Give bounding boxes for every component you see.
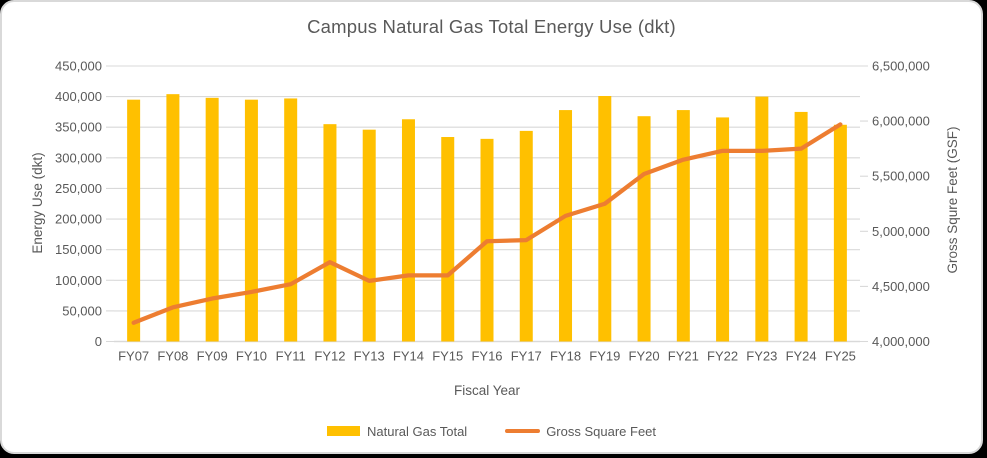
- bar-FY11: [284, 98, 298, 342]
- right-axis-tick-label: 5,000,000: [872, 224, 930, 239]
- bar-FY17: [519, 130, 533, 342]
- bar-FY13: [362, 129, 376, 342]
- bar-FY25: [833, 124, 847, 342]
- bar-FY24: [794, 111, 808, 342]
- right-axis-tick-label: 5,500,000: [872, 169, 930, 184]
- legend-item-natural-gas-total: Natural Gas Total: [326, 423, 468, 439]
- line-series-swatch-icon: [505, 428, 541, 434]
- legend: Natural Gas Total Gross Square Feet: [2, 421, 981, 441]
- left-axis-tick-label: 450,000: [55, 59, 102, 74]
- bar-FY07: [127, 99, 141, 342]
- left-axis-tick-label: 0: [95, 334, 102, 349]
- x-axis-tick-label: FY12: [314, 349, 345, 364]
- right-axis-title: Gross Squre Feet (GSF): [945, 126, 960, 274]
- bar-FY23: [755, 96, 769, 342]
- bar-FY12: [323, 124, 337, 342]
- x-axis-tick-label: FY10: [236, 349, 267, 364]
- bar-FY18: [559, 110, 573, 342]
- bar-FY10: [244, 99, 258, 342]
- x-axis-tick-label: FY21: [668, 349, 699, 364]
- x-axis-tick-label: FY11: [276, 349, 306, 364]
- bar-series-swatch-icon: [326, 426, 360, 436]
- x-axis-tick-label: FY09: [197, 349, 228, 364]
- bar-FY22: [716, 117, 730, 342]
- left-axis-tick-label: 50,000: [62, 303, 102, 318]
- bar-FY08: [166, 94, 180, 342]
- x-axis-tick-label: FY24: [786, 349, 817, 364]
- left-axis-tick-label: 300,000: [55, 150, 102, 165]
- x-axis-tick-label: FY20: [629, 349, 660, 364]
- x-axis-tick-label: FY23: [746, 349, 777, 364]
- left-axis-tick-label: 150,000: [55, 242, 102, 257]
- chart-title: Campus Natural Gas Total Energy Use (dkt…: [307, 16, 676, 37]
- left-axis-tick-label: 100,000: [55, 273, 102, 288]
- x-axis-tick-label: FY14: [393, 349, 424, 364]
- right-axis-tick-label: 6,500,000: [872, 59, 930, 74]
- bar-FY14: [401, 119, 415, 342]
- legend-item-gross-square-feet: Gross Square Feet: [505, 424, 656, 439]
- left-axis-tick-label: 250,000: [55, 181, 102, 196]
- left-axis-tick-label: 350,000: [55, 120, 102, 135]
- left-axis-tick-label: 400,000: [55, 89, 102, 104]
- legend-label-natural-gas-total: Natural Gas Total: [366, 423, 468, 439]
- x-axis-tick-label: FY19: [589, 349, 620, 364]
- x-axis-tick-label: FY15: [432, 349, 463, 364]
- right-axis-tick-label: 4,500,000: [872, 279, 930, 294]
- bar-FY19: [598, 95, 612, 342]
- left-axis-title: Energy Use (dkt): [30, 152, 45, 254]
- x-axis-tick-label: FY13: [354, 349, 385, 364]
- right-axis-tick-label: 6,000,000: [872, 114, 930, 129]
- x-axis-tick-label: FY25: [825, 349, 856, 364]
- x-axis-tick-label: FY16: [471, 349, 502, 364]
- bar-FY20: [637, 116, 651, 342]
- x-axis-title: Fiscal Year: [453, 383, 521, 398]
- left-axis-tick-label: 200,000: [55, 212, 102, 227]
- x-axis-tick-label: FY07: [118, 349, 149, 364]
- legend-label-gross-square-feet: Gross Square Feet: [546, 423, 657, 439]
- x-axis-tick-label: FY18: [550, 349, 581, 364]
- x-axis-tick-label: FY17: [511, 349, 542, 364]
- x-axis-tick-label: FY08: [157, 349, 188, 364]
- bar-FY21: [676, 110, 690, 342]
- right-axis-tick-label: 4,000,000: [872, 334, 930, 349]
- x-axis-tick-label: FY22: [707, 349, 738, 364]
- gross-square-feet-line: [131, 122, 843, 325]
- bar-FY09: [205, 97, 219, 342]
- bar-FY15: [441, 137, 455, 342]
